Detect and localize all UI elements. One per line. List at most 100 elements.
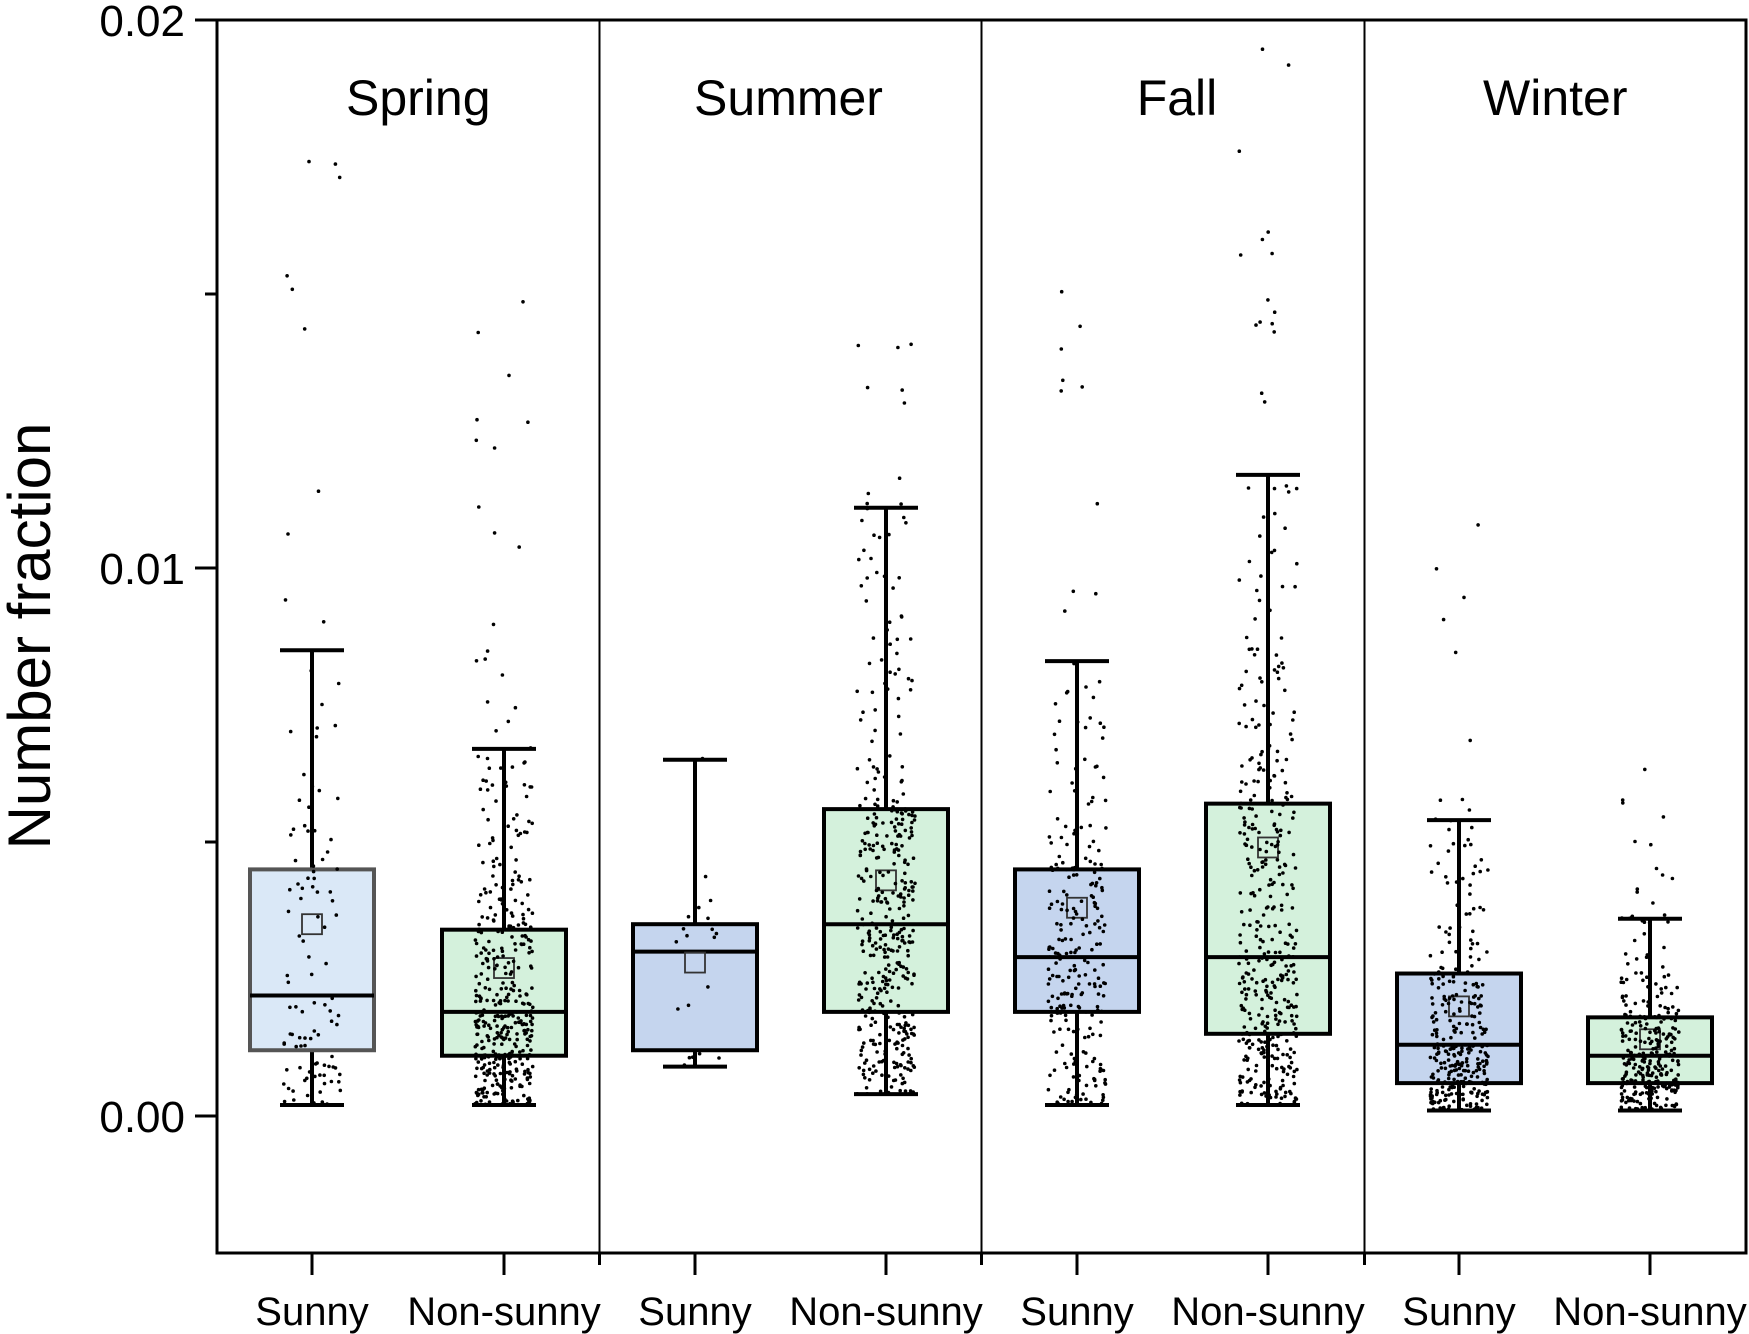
data-point xyxy=(1081,1092,1085,1096)
data-point xyxy=(910,981,914,986)
data-point xyxy=(509,1078,513,1082)
data-point xyxy=(1246,987,1251,991)
data-point xyxy=(1254,934,1259,938)
data-point xyxy=(1620,1083,1625,1088)
data-point xyxy=(1239,683,1244,688)
data-point xyxy=(1468,892,1472,896)
data-point xyxy=(883,943,888,947)
data-point xyxy=(871,843,876,848)
data-point xyxy=(906,1023,911,1028)
data-point xyxy=(492,1092,497,1096)
data-point xyxy=(1432,1028,1437,1032)
data-point xyxy=(902,926,906,931)
data-point xyxy=(492,446,497,450)
y-tick-label: 0.00 xyxy=(99,1093,185,1142)
data-point xyxy=(1625,1021,1630,1025)
season-label-spring: Spring xyxy=(346,70,491,126)
data-point xyxy=(898,834,903,838)
data-point xyxy=(520,1062,525,1066)
data-point xyxy=(491,948,496,953)
data-point xyxy=(1634,971,1638,975)
data-point xyxy=(857,981,862,985)
data-point xyxy=(1283,1090,1288,1095)
data-point xyxy=(486,1035,491,1039)
data-point xyxy=(1673,1037,1677,1041)
data-point xyxy=(1454,967,1458,971)
data-point xyxy=(906,862,910,867)
data-point xyxy=(1450,1045,1454,1050)
data-point xyxy=(896,834,900,838)
data-point xyxy=(288,729,293,734)
data-point xyxy=(487,951,491,956)
data-point xyxy=(1641,978,1645,983)
data-point xyxy=(515,1010,519,1014)
data-point xyxy=(496,1063,500,1067)
data-point xyxy=(1275,843,1280,847)
data-point xyxy=(889,820,894,825)
data-point xyxy=(1662,1017,1666,1021)
data-point xyxy=(1272,774,1277,778)
box-fall-sunny xyxy=(1013,659,1141,1108)
data-point xyxy=(504,971,508,976)
season-label-summer: Summer xyxy=(694,70,883,126)
data-point xyxy=(1476,523,1480,527)
data-point xyxy=(1050,868,1055,872)
data-point xyxy=(310,784,315,789)
data-point xyxy=(1471,929,1475,934)
data-point xyxy=(1619,976,1624,980)
data-point xyxy=(1263,862,1268,867)
data-point xyxy=(871,848,875,853)
data-point xyxy=(1289,1060,1294,1065)
data-point xyxy=(318,1073,322,1077)
data-point xyxy=(290,287,295,292)
data-point xyxy=(488,841,492,846)
data-point xyxy=(1620,1098,1625,1102)
data-point xyxy=(1666,920,1670,924)
data-point xyxy=(1258,847,1262,852)
data-point xyxy=(706,985,710,989)
data-point xyxy=(1288,1066,1293,1070)
data-point xyxy=(1056,996,1060,1001)
data-point xyxy=(895,1022,900,1027)
data-point xyxy=(1280,957,1284,962)
data-point xyxy=(497,1001,502,1005)
points-spring-non-sunny xyxy=(473,300,535,1107)
data-point xyxy=(1474,1068,1479,1073)
data-point xyxy=(1474,1102,1479,1106)
data-point xyxy=(478,893,483,897)
data-point xyxy=(1246,972,1251,976)
data-point xyxy=(1621,1034,1625,1038)
data-point xyxy=(899,964,903,969)
data-point xyxy=(898,1088,902,1093)
data-point xyxy=(1243,842,1247,846)
data-point xyxy=(1646,1066,1651,1070)
data-point xyxy=(1258,676,1262,680)
data-point xyxy=(1448,1085,1452,1089)
data-point xyxy=(1468,1000,1472,1005)
data-point xyxy=(1655,1095,1660,1100)
data-point xyxy=(1263,977,1268,982)
data-point xyxy=(1655,1050,1659,1054)
data-point xyxy=(875,899,880,903)
data-point xyxy=(1631,1057,1636,1062)
data-point xyxy=(893,881,898,886)
data-point xyxy=(901,1076,905,1081)
data-point xyxy=(1090,1013,1094,1017)
data-point xyxy=(514,999,518,1003)
data-point xyxy=(1048,1073,1052,1078)
data-point xyxy=(1434,1031,1439,1036)
data-point xyxy=(1075,832,1080,836)
data-point xyxy=(1274,1089,1278,1094)
data-point xyxy=(509,987,513,991)
data-point xyxy=(1078,324,1082,329)
data-point xyxy=(1447,979,1452,984)
data-point xyxy=(1263,1029,1267,1034)
data-point xyxy=(1633,1091,1637,1096)
data-point xyxy=(491,874,495,878)
data-point xyxy=(1657,1057,1662,1061)
data-point xyxy=(895,809,900,814)
data-point xyxy=(1071,916,1076,920)
data-point xyxy=(1244,992,1249,997)
data-point xyxy=(902,887,907,891)
data-point xyxy=(1247,647,1252,652)
